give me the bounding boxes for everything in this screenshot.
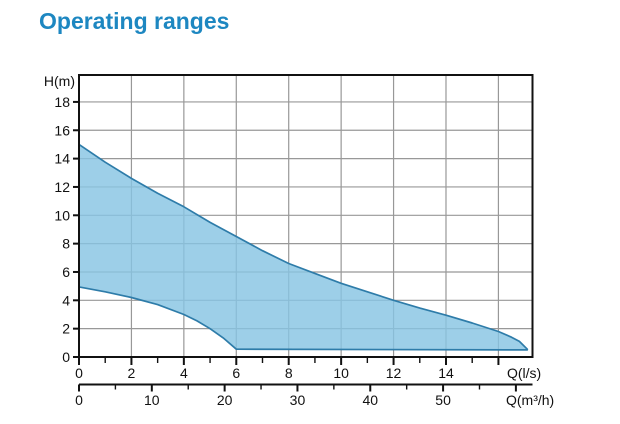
page-title: Operating ranges (39, 8, 230, 34)
x-tick-label-ls: 12 (386, 365, 402, 381)
x-tick-label-ls: 6 (232, 365, 240, 381)
x-tick-label-ls: 2 (128, 365, 136, 381)
x-axis-ls: 0 2 4 6 8 10 12 14 Q(l/s) (75, 358, 541, 381)
y-tick-label: 14 (54, 151, 70, 167)
x-tick-label-ls: 4 (180, 365, 188, 381)
x-tick-label-m3h: 0 (75, 392, 83, 408)
x-tick-label-m3h: 40 (362, 392, 378, 408)
x-axis-m3h: 0 10 20 30 40 50 Q(m³/h) (75, 383, 554, 408)
y-tick-label: 18 (54, 94, 70, 110)
y-tick-label: 12 (54, 179, 70, 195)
x-axis-label-ls: Q(l/s) (507, 365, 541, 381)
y-axis-label: H(m) (44, 73, 75, 89)
x-tick-label-m3h: 50 (435, 392, 451, 408)
y-tick-label: 2 (62, 321, 70, 337)
x-tick-label-m3h: 30 (290, 392, 306, 408)
x-tick-label-ls: 10 (333, 365, 349, 381)
y-tick-label: 4 (62, 292, 70, 308)
x-tick-label-ls: 8 (285, 365, 293, 381)
x-tick-label-ls: 0 (75, 365, 83, 381)
y-tick-label: 0 (62, 349, 70, 365)
x-tick-label-m3h: 10 (144, 392, 160, 408)
x-tick-label-m3h: 20 (217, 392, 233, 408)
y-tick-label: 8 (62, 236, 70, 252)
y-tick-label: 10 (54, 207, 70, 223)
x-axis-label-m3h: Q(m³/h) (506, 392, 554, 408)
x-tick-label-ls: 14 (438, 365, 454, 381)
operating-range-region (78, 143, 529, 351)
y-tick-label: 6 (62, 264, 70, 280)
y-axis: 0 2 4 6 8 10 12 14 16 18 H(m) (44, 73, 79, 365)
y-tick-label: 16 (54, 122, 70, 138)
